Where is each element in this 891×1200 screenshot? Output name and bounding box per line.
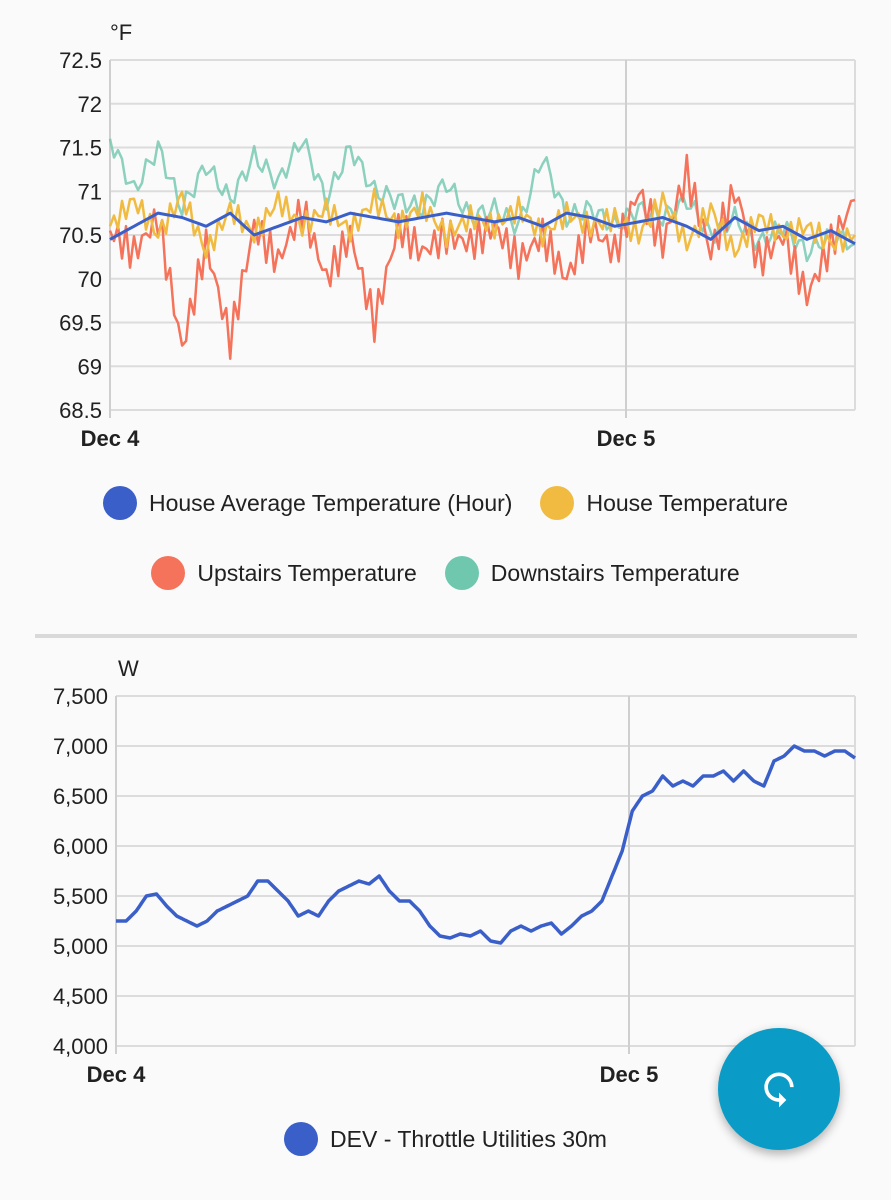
- temperature-grid: [109, 59, 856, 418]
- x-tick-label: Dec 4: [87, 1062, 146, 1087]
- legend-item-house-temperature[interactable]: House Temperature: [540, 486, 788, 520]
- legend-label: House Temperature: [586, 489, 789, 516]
- x-tick-label: Dec 5: [597, 426, 656, 451]
- legend-item-upstairs-temperature[interactable]: Upstairs Temperature: [151, 556, 417, 590]
- power-chart: W 7,500 7,000 6,500 6,000 5,500 5,000 4,500 4,0…: [53, 656, 856, 1087]
- y-tick-label: 7,500: [53, 684, 108, 709]
- legend-swatch: [151, 556, 186, 590]
- legend-label: Downstairs Temperature: [490, 559, 740, 586]
- y-tick-label: 70.5: [59, 223, 102, 248]
- refresh-button[interactable]: [718, 1028, 840, 1150]
- temperature-y-axis: 72.5 72 71.5 71 70.5 70 69.5 69 68.5: [59, 48, 102, 423]
- y-tick-label: 72: [78, 92, 102, 117]
- power-legend-row: DEV - Throttle Utilities 30m: [0, 1122, 891, 1156]
- y-tick-label: 72.5: [59, 48, 102, 73]
- power-series: [116, 744, 856, 945]
- y-tick-label: 71.5: [59, 136, 102, 161]
- legend-label: Upstairs Temperature: [197, 559, 417, 586]
- x-tick-label: Dec 4: [81, 426, 140, 451]
- power-grid: [115, 695, 856, 1054]
- y-tick-label: 4,000: [53, 1034, 108, 1059]
- legend-swatch: [444, 556, 479, 590]
- legend-swatch: [102, 486, 137, 520]
- legend-label: House Average Temperature (Hour): [148, 489, 513, 516]
- series-line: [108, 138, 856, 263]
- legend-item-throttle-utilities[interactable]: DEV - Throttle Utilities 30m: [284, 1122, 607, 1156]
- temperature-unit-label: °F: [110, 20, 132, 45]
- y-tick-label: 7,000: [53, 734, 108, 759]
- y-tick-label: 70: [78, 267, 102, 292]
- temperature-legend-row-1: House Average Temperature (Hour) House T…: [0, 486, 891, 520]
- y-tick-label: 5,000: [53, 934, 108, 959]
- temperature-x-axis: Dec 4 Dec 5: [81, 426, 656, 451]
- power-unit-label: W: [118, 656, 139, 681]
- power-y-axis: 7,500 7,000 6,500 6,000 5,500 5,000 4,500 4,000: [53, 684, 108, 1059]
- y-tick-label: 5,500: [53, 884, 108, 909]
- y-tick-label: 6,000: [53, 834, 108, 859]
- series-line: [109, 211, 856, 246]
- temperature-legend-row-2: Upstairs Temperature Downstairs Temperat…: [0, 556, 891, 590]
- legend-item-downstairs-temperature[interactable]: Downstairs Temperature: [444, 556, 740, 590]
- temperature-series: [108, 138, 857, 360]
- x-tick-label: Dec 5: [600, 1062, 659, 1087]
- y-tick-label: 71: [78, 179, 102, 204]
- y-tick-label: 6,500: [53, 784, 108, 809]
- y-tick-label: 4,500: [53, 984, 108, 1009]
- legend-item-house-average[interactable]: House Average Temperature (Hour): [102, 486, 513, 520]
- y-tick-label: 68.5: [59, 398, 102, 423]
- legend-swatch: [284, 1122, 319, 1156]
- series-line: [108, 153, 856, 360]
- temperature-chart-card: °F 72.5 72 71.5 71 70.5 70 69.5 69 68.5 Dec 4 Dec…: [0, 20, 891, 590]
- y-tick-label: 69.5: [59, 311, 102, 336]
- legend-swatch: [540, 486, 575, 520]
- chart-divider: [35, 634, 857, 638]
- power-chart-card: W 7,500 7,000 6,500 6,000 5,500 5,000 4,500 4,0…: [0, 640, 891, 1200]
- series-line: [116, 744, 856, 945]
- refresh-icon: [764, 1072, 794, 1108]
- legend-label: DEV - Throttle Utilities 30m: [330, 1125, 607, 1152]
- power-x-axis: Dec 4 Dec 5: [87, 1062, 659, 1087]
- y-tick-label: 69: [78, 354, 102, 379]
